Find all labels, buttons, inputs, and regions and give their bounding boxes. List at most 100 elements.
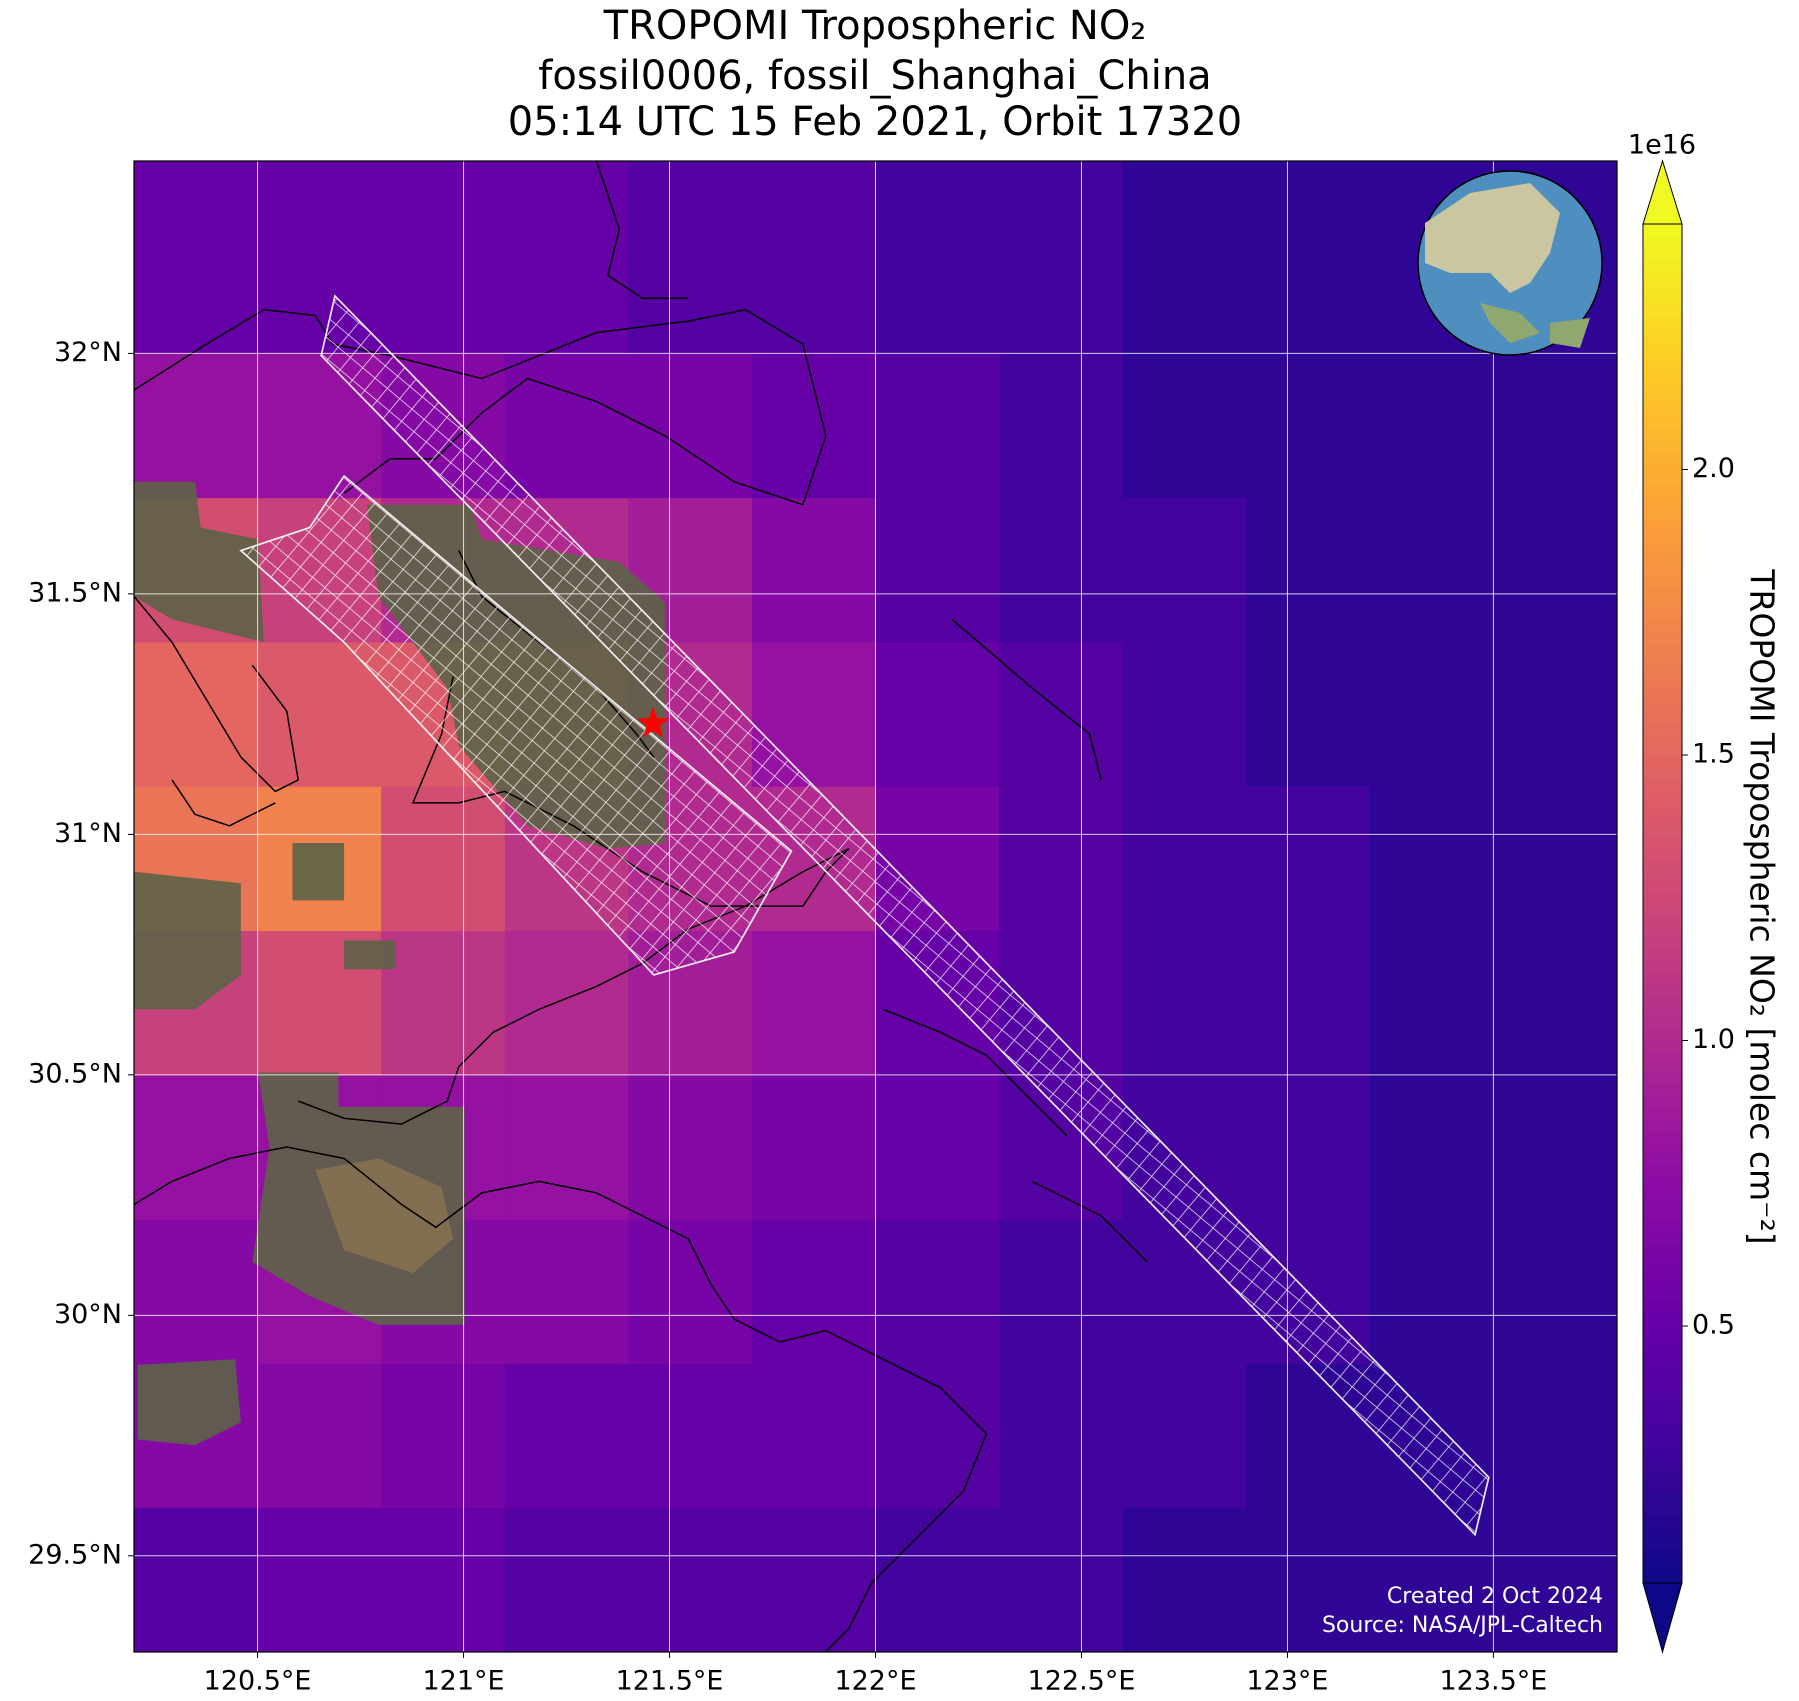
title-line: TROPOMI Tropospheric NO₂ bbox=[603, 3, 1147, 49]
colorbar-swatch bbox=[1643, 869, 1682, 882]
colorbar-swatch bbox=[1643, 1016, 1682, 1029]
no2-cell bbox=[381, 786, 506, 932]
colorbar-swatch bbox=[1643, 552, 1682, 565]
no2-cell bbox=[1493, 641, 1617, 787]
colorbar-swatch bbox=[1643, 880, 1682, 893]
no2-cell bbox=[1493, 1074, 1617, 1220]
no2-cell bbox=[999, 497, 1124, 643]
no2-cell bbox=[751, 161, 876, 354]
colorbar-swatch bbox=[1643, 801, 1682, 814]
x-tick-label: 120.5°E bbox=[204, 1666, 312, 1697]
colorbar-swatch bbox=[1643, 1447, 1682, 1460]
colorbar-swatch bbox=[1643, 688, 1682, 701]
y-tick-label: 30°N bbox=[54, 1299, 122, 1330]
no2-cell bbox=[1493, 497, 1617, 643]
no2-cell bbox=[257, 1363, 382, 1509]
no2-cell bbox=[875, 161, 1000, 354]
no2-cell bbox=[381, 1363, 506, 1509]
colorbar: 0.5 1.0 1.5 2.0 bbox=[1642, 159, 1735, 1654]
colorbar-swatch bbox=[1643, 586, 1682, 599]
no2-cell bbox=[504, 1507, 629, 1652]
colorbar-swatch bbox=[1643, 393, 1682, 406]
y-tick-label: 30.5°N bbox=[28, 1058, 122, 1089]
colorbar-swatch bbox=[1643, 495, 1682, 508]
colorbar-swatch bbox=[1643, 1118, 1682, 1131]
colorbar-swatch bbox=[1643, 269, 1682, 282]
colorbar-swatch bbox=[1643, 1073, 1682, 1086]
colorbar-swatch bbox=[1643, 529, 1682, 542]
colorbar-extend bbox=[1642, 159, 1683, 225]
no2-cell bbox=[1369, 1074, 1494, 1220]
colorbar-swatch bbox=[1643, 314, 1682, 327]
no2-cell bbox=[875, 1507, 1000, 1652]
colorbar-swatch bbox=[1643, 1141, 1682, 1154]
colorbar-swatch bbox=[1643, 518, 1682, 531]
colorbar-swatch bbox=[1643, 597, 1682, 610]
colorbar-swatch bbox=[1643, 846, 1682, 859]
no2-cell bbox=[751, 353, 876, 499]
map-features bbox=[134, 161, 1490, 1652]
colorbar-tick-label: 1.0 bbox=[1692, 1024, 1735, 1055]
no2-cell bbox=[1493, 1507, 1617, 1652]
y-tick-label: 32°N bbox=[54, 337, 122, 368]
no2-cell bbox=[751, 1074, 876, 1220]
colorbar-swatch bbox=[1643, 1062, 1682, 1074]
no2-cell bbox=[628, 161, 753, 354]
colorbar-swatch bbox=[1643, 1265, 1682, 1278]
colorbar-swatch bbox=[1643, 1152, 1682, 1165]
colorbar-swatch bbox=[1643, 733, 1682, 746]
colorbar-frame bbox=[1642, 223, 1683, 1584]
colorbar-swatch bbox=[1643, 1379, 1682, 1392]
colorbar-tick-label: 2.0 bbox=[1692, 453, 1735, 484]
colorbar-swatch bbox=[1643, 1367, 1682, 1380]
colorbar-swatch bbox=[1643, 427, 1682, 440]
no2-cell bbox=[504, 1219, 629, 1364]
colorbar-swatch bbox=[1643, 246, 1682, 259]
no2-cell bbox=[1122, 497, 1247, 643]
no2-cell bbox=[628, 1074, 753, 1220]
no2-cell bbox=[999, 786, 1124, 932]
no2-cell bbox=[504, 930, 629, 1076]
no2-cell bbox=[751, 1507, 876, 1652]
colorbar-swatch bbox=[1643, 1096, 1682, 1108]
colorbar-swatch bbox=[1643, 224, 1682, 236]
no2-cell bbox=[134, 1219, 259, 1364]
colorbar-swatch bbox=[1643, 812, 1682, 825]
colorbar-swatch bbox=[1643, 461, 1682, 474]
colorbar-swatch bbox=[1643, 858, 1682, 871]
colorbar-swatch bbox=[1643, 439, 1682, 452]
colorbar-swatch bbox=[1643, 1356, 1682, 1369]
no2-cell bbox=[628, 1219, 753, 1364]
no2-cell bbox=[1122, 353, 1247, 499]
no2-cell bbox=[628, 1363, 753, 1509]
no2-cell bbox=[875, 1074, 1000, 1220]
colorbar-swatch bbox=[1643, 926, 1682, 939]
no2-cell bbox=[1493, 1219, 1617, 1364]
no2-cell bbox=[1122, 786, 1247, 932]
no2-cell bbox=[999, 353, 1124, 499]
no2-cell bbox=[999, 641, 1124, 787]
no2-cell bbox=[1493, 786, 1617, 932]
colorbar-swatch bbox=[1643, 982, 1682, 995]
colorbar-swatch bbox=[1643, 665, 1682, 678]
no2-cell bbox=[875, 497, 1000, 643]
colorbar-swatch bbox=[1643, 1526, 1682, 1539]
no2-cell bbox=[1246, 641, 1371, 787]
colorbar-swatch bbox=[1643, 1549, 1682, 1561]
title-line: 05:14 UTC 15 Feb 2021, Orbit 17320 bbox=[508, 99, 1242, 145]
colorbar-swatch bbox=[1643, 1333, 1682, 1346]
colorbar-swatch bbox=[1643, 824, 1682, 837]
colorbar-swatch bbox=[1643, 1186, 1682, 1199]
colorbar-swatch bbox=[1643, 677, 1682, 689]
colorbar-offset: 1e16 bbox=[1628, 130, 1696, 161]
swath bbox=[239, 474, 793, 976]
footer: Source: NASA/JPL-Caltech bbox=[1322, 1613, 1603, 1638]
colorbar-swatch bbox=[1643, 1243, 1682, 1256]
colorbar-swatch bbox=[1643, 1571, 1682, 1584]
no2-cell bbox=[999, 1507, 1124, 1652]
colorbar-swatch bbox=[1643, 1175, 1682, 1188]
no2-cell bbox=[381, 161, 506, 354]
colorbar-swatch bbox=[1643, 484, 1682, 497]
no2-cell bbox=[1122, 1507, 1247, 1652]
no2-cell bbox=[1122, 930, 1247, 1076]
